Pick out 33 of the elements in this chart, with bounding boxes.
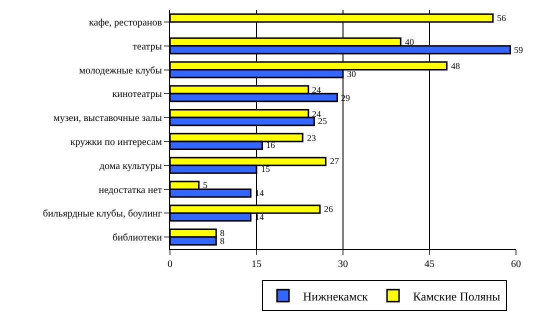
data-label: 23 xyxy=(307,133,316,143)
x-tick-label: 30 xyxy=(338,259,348,270)
data-label: 15 xyxy=(261,164,270,174)
y-tick-label: дома культуры xyxy=(100,160,162,172)
y-tick-label: библиотеки xyxy=(112,232,163,244)
data-label: 5 xyxy=(203,180,208,190)
y-tick-label: бильярдные клубы, боулинг xyxy=(42,208,162,220)
data-label: 24 xyxy=(312,109,322,119)
y-tick-label: недостатка нет xyxy=(98,184,163,196)
y-tick-label: кафе, ресторанов xyxy=(89,17,162,28)
data-label: 26 xyxy=(324,204,334,214)
legend-label: Камские Поляны xyxy=(413,289,500,304)
data-label: 24 xyxy=(312,85,322,95)
data-label: 56 xyxy=(497,13,506,23)
data-label: 59 xyxy=(514,45,524,55)
data-label: 8 xyxy=(220,236,225,246)
data-label: 30 xyxy=(347,69,356,79)
x-tick-label: 15 xyxy=(252,259,262,270)
x-tick-label: 45 xyxy=(424,259,434,270)
data-label: 40 xyxy=(405,37,414,47)
data-label: 27 xyxy=(330,156,340,166)
data-label: 16 xyxy=(266,140,276,150)
y-tick-label: театры xyxy=(132,41,162,52)
y-tick-label: молодежные клубы xyxy=(79,65,162,76)
data-label: 8 xyxy=(220,228,225,238)
y-tick-label: музеи, выставочные залы xyxy=(54,113,162,124)
y-tick-label: кружки по интересам xyxy=(70,136,163,148)
data-label: 48 xyxy=(451,61,460,71)
x-tick-label: 60 xyxy=(511,259,521,270)
y-tick-label: кинотеатры xyxy=(112,89,162,100)
legend-label: Нижнекамск xyxy=(303,289,368,304)
x-tick-label: 0 xyxy=(168,259,172,270)
data-label: 25 xyxy=(318,116,328,126)
